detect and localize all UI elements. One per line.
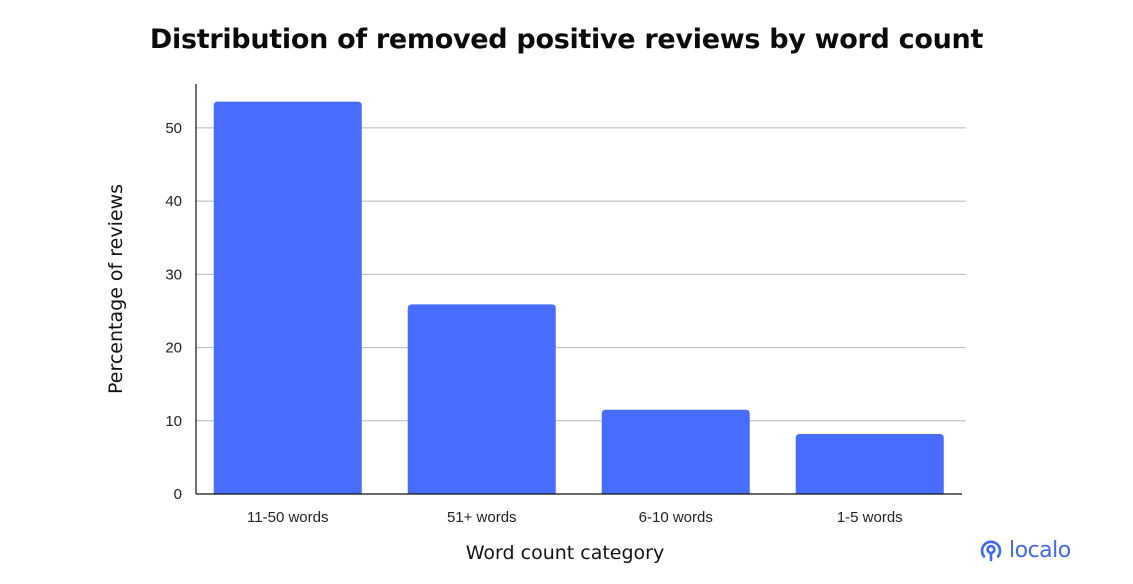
x-tick-label: 6-10 words bbox=[639, 509, 713, 526]
y-tick-label: 40 bbox=[165, 193, 182, 210]
brand-logo: localo bbox=[978, 535, 1071, 565]
y-tick-label: 50 bbox=[165, 120, 182, 137]
y-tick-label: 0 bbox=[174, 486, 182, 503]
y-axis-title: Percentage of reviews bbox=[105, 184, 127, 394]
chart-title: Distribution of removed positive reviews… bbox=[149, 24, 984, 55]
x-tick-label: 1-5 words bbox=[837, 509, 903, 526]
y-tick-labels: 0 10 20 30 40 50 bbox=[165, 120, 182, 503]
bar-6-10-words bbox=[601, 409, 750, 494]
location-pin-icon bbox=[980, 540, 1002, 562]
y-tick-label: 20 bbox=[165, 340, 182, 357]
y-tick-label: 10 bbox=[165, 413, 182, 430]
axes bbox=[195, 84, 962, 495]
bar-11-50-words bbox=[213, 101, 362, 495]
x-tick-label: 11-50 words bbox=[247, 509, 328, 526]
bar-51-words bbox=[407, 304, 556, 494]
y-tick-label: 30 bbox=[165, 266, 182, 283]
x-tick-labels: 11-50 words 51+ words 6-10 words 1-5 words bbox=[247, 509, 903, 526]
x-axis-title: Word count category bbox=[466, 542, 665, 564]
brand-name: localo bbox=[1009, 537, 1071, 563]
bar-1-5-words bbox=[795, 433, 944, 494]
x-tick-label: 51+ words bbox=[447, 509, 517, 526]
bars bbox=[213, 101, 944, 495]
